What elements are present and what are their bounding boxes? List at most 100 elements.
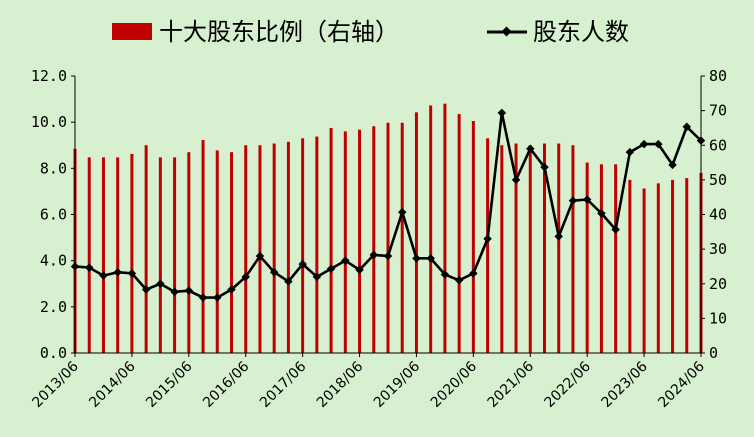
right-tick-label: 0 — [709, 344, 718, 362]
bar-series — [73, 103, 703, 354]
axes — [71, 75, 705, 357]
bar — [272, 143, 276, 353]
x-tick-label: 2017/06 — [257, 358, 310, 411]
bar — [514, 143, 518, 353]
line-point — [227, 285, 236, 294]
bar — [201, 140, 205, 353]
line-series — [70, 108, 706, 302]
bar — [215, 150, 219, 353]
bar — [457, 114, 461, 353]
bar — [671, 179, 675, 354]
x-tick-label: 2023/06 — [598, 358, 651, 411]
left-tick-label: 0.0 — [40, 344, 67, 362]
line-point — [369, 250, 379, 260]
line-point — [554, 232, 563, 241]
right-tick-label: 50 — [709, 171, 727, 189]
line-point — [141, 285, 151, 294]
line-point — [298, 259, 307, 269]
line-point — [284, 277, 293, 286]
tick-labels: 0.0 2.0 4.0 6.0 8.0 10.0 12.0 0 10 20 30 40 50 60 70 80… — [29, 67, 727, 411]
bar — [130, 153, 134, 353]
bar — [87, 157, 91, 353]
x-tick-label: 2022/06 — [542, 358, 595, 411]
line-point — [568, 196, 578, 205]
left-tick-label: 4.0 — [40, 252, 67, 270]
bar — [471, 121, 475, 353]
bar — [315, 136, 319, 353]
line-point — [341, 256, 350, 265]
legend-line-label: 股东人数 — [533, 18, 629, 46]
bar — [429, 105, 433, 354]
x-tick-label: 2021/06 — [485, 358, 538, 411]
line-point — [269, 267, 279, 277]
bar — [543, 143, 546, 353]
line-point — [454, 276, 464, 285]
line-point — [383, 251, 393, 261]
line-point — [156, 279, 165, 288]
bar — [144, 145, 148, 353]
line-point — [113, 267, 122, 277]
bar — [386, 122, 390, 354]
bar — [656, 183, 660, 353]
bar — [230, 152, 233, 353]
line-point — [326, 264, 336, 273]
bar — [372, 126, 376, 354]
bar — [414, 112, 418, 353]
legend-bar-label: 十大股东比例（右轴） — [159, 18, 399, 46]
bar — [443, 103, 447, 353]
x-tick-label: 2018/06 — [314, 358, 367, 411]
right-tick-label: 40 — [709, 206, 727, 224]
line-point — [99, 271, 108, 280]
bar — [528, 145, 532, 353]
line-point — [469, 269, 478, 278]
bar — [116, 157, 120, 353]
line-point — [213, 293, 222, 302]
line-point — [84, 263, 94, 272]
right-tick-label: 20 — [709, 275, 727, 293]
bar — [187, 152, 191, 353]
left-tick-label: 10.0 — [31, 113, 67, 131]
bar — [400, 122, 404, 354]
bar — [173, 157, 177, 353]
bar — [642, 188, 646, 353]
right-tick-label: 30 — [709, 240, 727, 258]
bar — [685, 178, 689, 353]
left-tick-label: 6.0 — [40, 206, 67, 224]
line-point — [312, 272, 322, 282]
left-tick-label: 2.0 — [40, 298, 67, 316]
line-point — [412, 254, 421, 263]
bar — [585, 162, 589, 353]
x-tick-label: 2014/06 — [86, 358, 139, 411]
line-point — [355, 265, 364, 275]
bar — [244, 145, 248, 353]
bar — [599, 164, 603, 353]
x-tick-label: 2016/06 — [200, 358, 253, 411]
line-point — [397, 207, 407, 217]
x-tick-label: 2024/06 — [655, 358, 708, 411]
legend: 十大股东比例（右轴） 股东人数 — [112, 18, 629, 46]
bar — [301, 138, 305, 353]
line-point — [127, 269, 137, 278]
line-point — [198, 293, 208, 302]
line-point — [511, 175, 521, 185]
line-point — [241, 272, 250, 282]
bar — [557, 143, 561, 353]
bar — [258, 145, 262, 353]
line-point — [440, 270, 450, 279]
line-point — [170, 287, 179, 297]
bar — [101, 157, 105, 353]
bar — [286, 141, 290, 353]
x-tick-label: 2013/06 — [29, 358, 82, 411]
bar — [329, 127, 333, 353]
line-point — [483, 234, 492, 243]
bar — [614, 164, 618, 353]
bar — [571, 145, 575, 353]
right-tick-label: 60 — [709, 136, 727, 154]
right-tick-label: 80 — [709, 67, 727, 85]
legend-line-marker — [501, 26, 512, 37]
line-point — [497, 108, 507, 118]
line-point — [70, 262, 80, 271]
bar — [500, 145, 504, 353]
x-tick-label: 2015/06 — [143, 358, 196, 411]
